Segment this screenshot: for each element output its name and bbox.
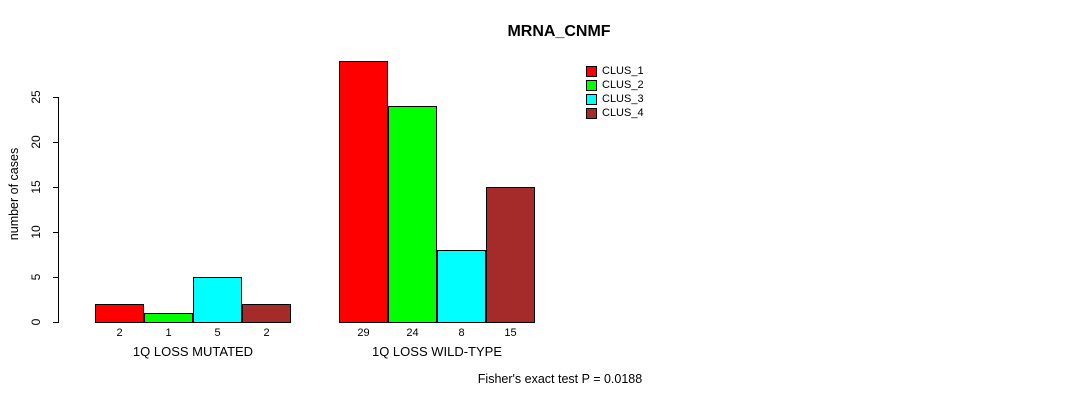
bar-clus_1-1: [95, 304, 144, 323]
legend-swatch-clus_2: [586, 79, 597, 91]
y-axis-tick: [53, 97, 58, 98]
bar-clus_2-1: [144, 313, 193, 323]
bar-clus_4-1: [242, 304, 291, 323]
bar-value-label: 1: [165, 327, 172, 339]
x-category-label: 1Q LOSS WILD-TYPE: [371, 344, 503, 359]
y-axis-tick: [53, 187, 58, 188]
y-axis-tick-label: 20: [29, 135, 43, 149]
bar-value-label: 8: [458, 327, 465, 339]
legend-label: CLUS_1: [602, 65, 644, 77]
legend-label: CLUS_2: [602, 79, 644, 91]
y-axis-tick-label: 5: [29, 273, 43, 281]
legend-item-clus_1: CLUS_1: [586, 64, 644, 78]
bar-value-label: 5: [214, 327, 221, 339]
bar-clus_2-2: [388, 106, 437, 323]
bar-clus_1-2: [339, 61, 388, 323]
y-axis-tick-label: 15: [29, 180, 43, 194]
legend-label: CLUS_3: [602, 93, 644, 105]
bar-clus_3-1: [193, 277, 242, 323]
bar-value-label: 29: [357, 327, 370, 339]
legend-item-clus_2: CLUS_2: [586, 78, 644, 92]
y-axis-tick: [53, 277, 58, 278]
x-category-label: 1Q LOSS MUTATED: [132, 344, 254, 359]
y-axis-tick: [53, 322, 58, 323]
stat-annotation: Fisher's exact test P = 0.0188: [477, 372, 643, 386]
bar-value-label: 2: [263, 327, 270, 339]
y-axis-tick: [53, 142, 58, 143]
legend-swatch-clus_3: [586, 93, 597, 105]
y-axis-tick: [53, 232, 58, 233]
y-axis-tick-label: 0: [29, 318, 43, 326]
legend-item-clus_3: CLUS_3: [586, 92, 644, 106]
bar-clus_4-2: [486, 187, 535, 323]
bar-value-label: 15: [504, 327, 517, 339]
legend-swatch-clus_1: [586, 65, 597, 77]
legend-label: CLUS_4: [602, 107, 644, 119]
bar-value-label: 24: [406, 327, 419, 339]
legend-item-clus_4: CLUS_4: [586, 106, 644, 120]
bar-clus_3-2: [437, 250, 486, 323]
bar-value-label: 2: [116, 327, 123, 339]
legend-swatch-clus_4: [586, 107, 597, 119]
y-axis-tick-label: 25: [29, 90, 43, 104]
y-axis-line: [58, 97, 59, 323]
y-axis-label: number of cases: [7, 147, 21, 241]
y-axis-tick-label: 10: [29, 225, 43, 239]
chart-title: MRNA_CNMF: [507, 23, 611, 40]
